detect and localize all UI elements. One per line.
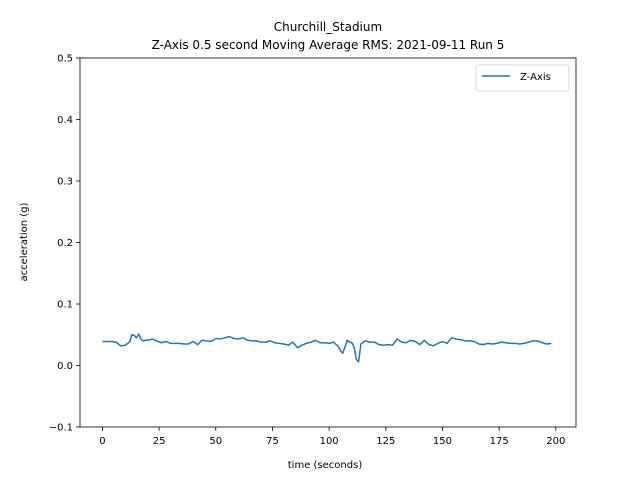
- chart-subtitle: Z-Axis 0.5 second Moving Average RMS: 20…: [152, 38, 505, 52]
- ticks-layer: 0 25 50 75 100 125 150 175 200 −0.1 0.0 0.1 0.2 0.3 0.…: [49, 54, 566, 448]
- legend-box: [475, 64, 570, 92]
- y-tick-label: 0.3: [57, 177, 73, 188]
- y-tick-label: −0.1: [49, 423, 73, 434]
- x-tick-label: 75: [266, 436, 279, 447]
- chart-title: Churchill_Stadium: [274, 20, 382, 34]
- x-tick-label: 200: [546, 436, 565, 447]
- x-tick-label: 175: [490, 436, 509, 447]
- y-tick-label: 0.2: [57, 238, 73, 249]
- y-tick-label: 0.0: [57, 361, 73, 372]
- plot-area: [80, 58, 576, 427]
- x-tick-label: 125: [376, 436, 395, 447]
- y-tick-label: 0.5: [57, 54, 73, 65]
- x-axis-label: time (seconds): [288, 460, 363, 471]
- series-line-z-axis: [102, 333, 552, 363]
- y-axis-label: acceleration (g): [19, 202, 30, 281]
- y-tick-label: 0.4: [57, 115, 73, 126]
- x-tick-label: 50: [209, 436, 222, 447]
- legend-label-z-axis: Z-Axis: [520, 72, 551, 83]
- x-tick-label: 150: [433, 436, 452, 447]
- x-tick-label: 0: [99, 436, 105, 447]
- x-tick-label: 100: [320, 436, 339, 447]
- plot-frame: [79, 57, 577, 428]
- legend: Z-Axis: [475, 64, 570, 92]
- x-tick-label: 25: [153, 436, 166, 447]
- y-tick-label: 0.1: [57, 300, 73, 311]
